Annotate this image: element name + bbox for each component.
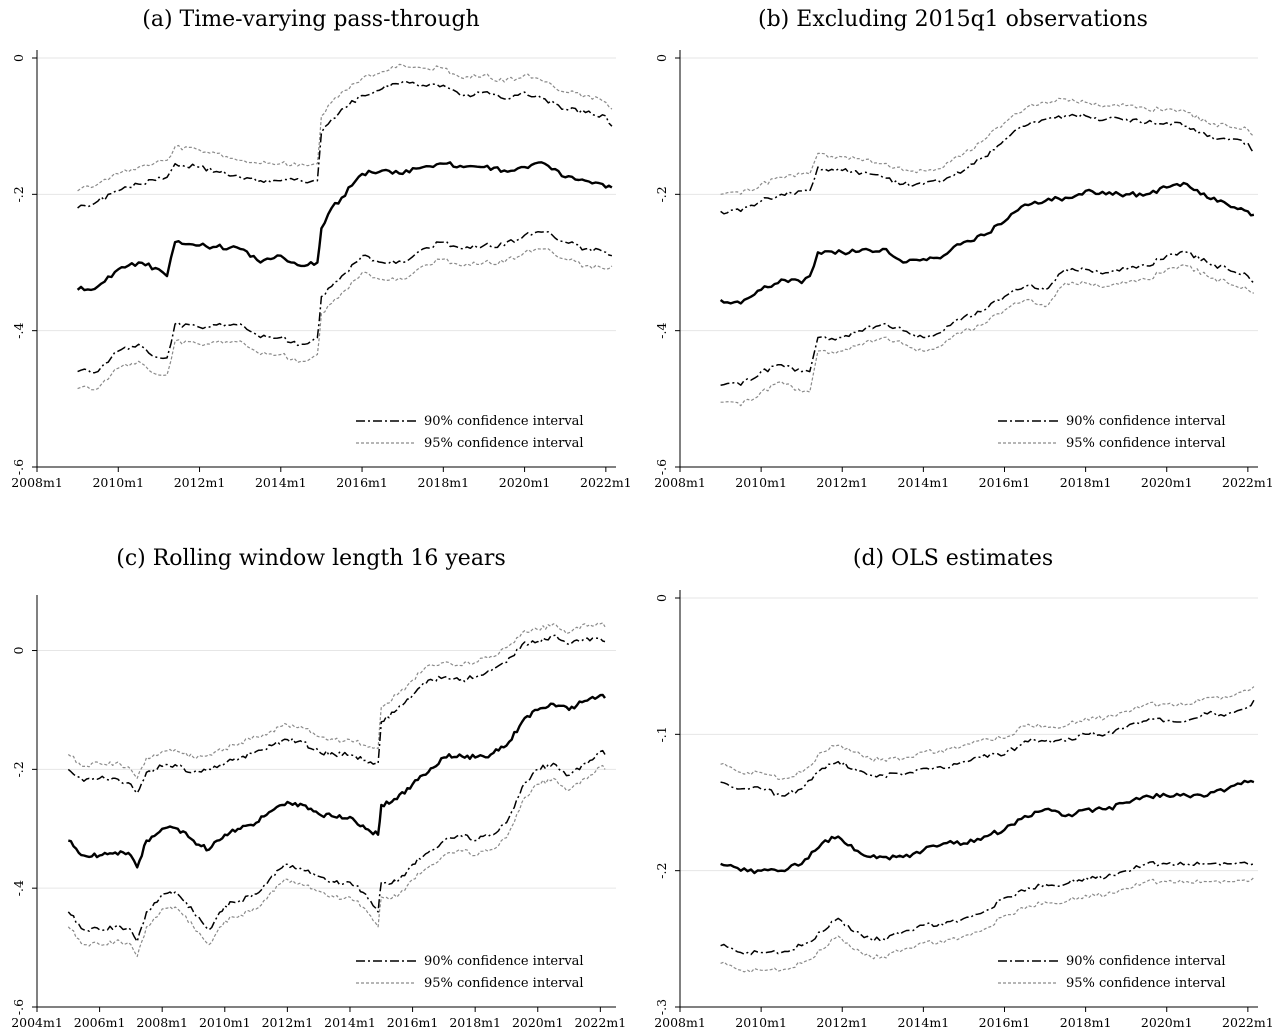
x-tick-label: 2018m1 [1060, 475, 1112, 490]
series-line-ci95-lower [67, 764, 606, 958]
panel-c: (c) Rolling window length 16 years 0 -.2 -… [11, 546, 626, 1030]
y-tick-label: -.2 [654, 186, 669, 202]
legend-label-ci90: 90% confidence interval [1066, 414, 1226, 429]
x-tick-label: 2012m1 [174, 475, 226, 490]
x-tick-label: 2022m1 [1222, 475, 1274, 490]
y-tick-label: 0 [11, 54, 26, 62]
x-tick-label: 2008m1 [654, 475, 706, 490]
y-tick-label: -.3 [654, 999, 669, 1015]
x-tick-label: 2022m1 [1222, 1015, 1274, 1030]
x-tick-label: 2010m1 [199, 1015, 251, 1030]
y-tick-label: 0 [11, 647, 26, 655]
series-line-ci90 [77, 80, 613, 209]
legend-label-ci95: 95% confidence interval [1066, 976, 1226, 991]
series-line-ci95-upper [77, 63, 613, 192]
y-tick-label: -.2 [654, 863, 669, 879]
x-tick-label: 2010m1 [92, 475, 144, 490]
y-tick-label: -.2 [11, 186, 26, 202]
series-line-ci95-upper [720, 686, 1255, 780]
y-tick-label: -.2 [11, 761, 26, 777]
x-tick-label: 2012m1 [262, 1015, 314, 1030]
series-line-ci90 [720, 112, 1255, 215]
panel-d-title: (d) OLS estimates [853, 546, 1053, 571]
series-line-ci90-lower [720, 250, 1255, 386]
x-tick-label: 2018m1 [418, 475, 470, 490]
y-tick-label: 0 [654, 594, 669, 602]
y-tick-label: -.6 [11, 999, 26, 1015]
x-tick-label: 2010m1 [735, 1015, 787, 1030]
series-line-ci95-lower [77, 248, 613, 391]
y-tick-label: -.6 [11, 459, 26, 475]
legend-label-ci90: 90% confidence interval [424, 414, 584, 429]
series-line-estimate [68, 693, 606, 869]
series-line-ci95-lower [720, 877, 1255, 973]
series-line-ci95-upper [67, 622, 606, 779]
x-tick-label: 2014m1 [255, 475, 307, 490]
y-tick-label: -.4 [11, 323, 26, 339]
series-line-ci95-upper [720, 97, 1255, 195]
x-tick-label: 2010m1 [735, 475, 787, 490]
x-tick-label: 2016m1 [979, 1015, 1031, 1030]
series-line-estimate [719, 181, 1255, 305]
panel-b-title: (b) Excluding 2015q1 observations [758, 7, 1148, 32]
x-tick-label: 2020m1 [499, 475, 551, 490]
series-line-ci90 [67, 634, 606, 794]
legend-label-ci95: 95% confidence interval [424, 436, 584, 451]
x-tick-label: 2018m1 [1060, 1015, 1112, 1030]
x-tick-label: 2016m1 [336, 475, 388, 490]
series-line-ci90-lower [77, 230, 613, 374]
panel-b: (b) Excluding 2015q1 observations 0 -.2 -.… [654, 7, 1274, 490]
legend-label-ci90: 90% confidence interval [424, 954, 584, 969]
panel-a-title: (a) Time-varying pass-through [142, 7, 479, 32]
legend-label-ci90: 90% confidence interval [1066, 954, 1226, 969]
panel-c-title: (c) Rolling window length 16 years [116, 546, 506, 571]
y-tick-label: -.4 [11, 880, 26, 896]
series-line-ci90 [720, 699, 1255, 797]
y-tick-label: -.6 [654, 459, 669, 475]
x-tick-label: 2016m1 [979, 475, 1031, 490]
y-tick-label: -.4 [654, 323, 669, 339]
legend-label-ci95: 95% confidence interval [1066, 436, 1226, 451]
legend-label-ci95: 95% confidence interval [424, 976, 584, 991]
x-tick-label: 2012m1 [816, 475, 868, 490]
x-tick-label: 2020m1 [1141, 1015, 1193, 1030]
x-tick-label: 2020m1 [1141, 475, 1193, 490]
x-tick-label: 2014m1 [898, 475, 950, 490]
x-tick-label: 2018m1 [449, 1015, 501, 1030]
series-line-estimate [720, 779, 1255, 875]
series-line-ci90-lower [720, 860, 1255, 956]
panel-a: (a) Time-varying pass-through 0 -.2 -.4 -.6… [11, 7, 632, 490]
x-tick-label: 2020m1 [512, 1015, 564, 1030]
x-tick-label: 2014m1 [324, 1015, 376, 1030]
series-line-ci90-lower [67, 749, 606, 943]
x-tick-label: 2014m1 [898, 1015, 950, 1030]
x-tick-label: 2022m1 [580, 475, 632, 490]
x-tick-label: 2012m1 [816, 1015, 868, 1030]
series-line-estimate [76, 161, 613, 292]
x-tick-label: 2008m1 [11, 475, 63, 490]
x-tick-label: 2004m1 [11, 1015, 63, 1030]
y-tick-label: -.1 [654, 726, 669, 742]
x-tick-label: 2016m1 [387, 1015, 439, 1030]
x-tick-label: 2022m1 [575, 1015, 627, 1030]
x-tick-label: 2006m1 [74, 1015, 126, 1030]
y-tick-label: 0 [654, 54, 669, 62]
series-line-ci95-lower [720, 264, 1255, 407]
x-tick-label: 2008m1 [654, 1015, 706, 1030]
x-tick-label: 2008m1 [136, 1015, 188, 1030]
